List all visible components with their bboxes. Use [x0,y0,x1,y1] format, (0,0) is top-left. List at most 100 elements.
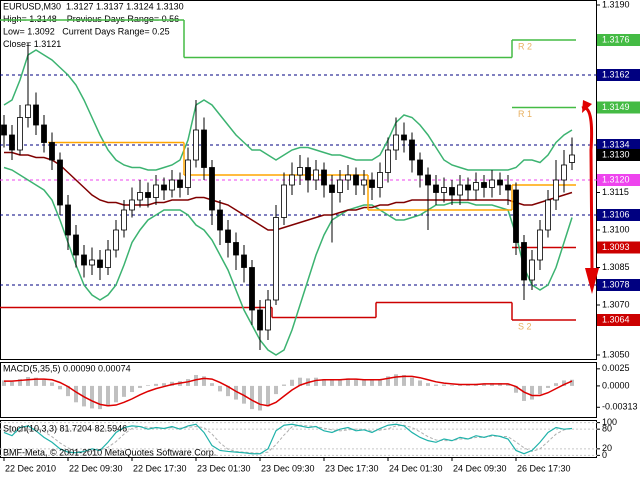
candle-body [17,117,23,151]
candle-body [473,182,479,191]
candle-body [385,149,391,173]
stoch-main [3,423,573,455]
x-tick-label: 23 Dec 09:30 [261,463,315,473]
candle-body [345,174,351,181]
candle-body [409,139,415,161]
price-marker-label: 1.3162 [602,69,630,79]
price-marker [597,174,640,186]
price-marker-label: 1.3134 [602,139,630,149]
x-tick-label: 24 Dec 09:30 [453,463,507,473]
macd-bar [402,374,406,386]
y-tick-label: 0.0000 [602,380,630,390]
price-marker-label: 1.3120 [602,174,630,184]
y-tick-label: -0.00313 [602,402,638,412]
info-text: High= 1.3148 Previous Days Range= 0.56 [3,14,179,24]
candle-body [289,174,295,186]
macd-bar [226,385,230,397]
candle-body [249,267,255,311]
candle-body [233,242,239,256]
macd-bar [50,382,54,386]
macd-bar [418,380,422,386]
macd-bar [562,380,566,386]
price-marker [597,69,640,81]
macd-bar [106,385,110,407]
info-text: EURUSD,M30 1.3127 1.3137 1.3124 1.3130 [3,1,184,11]
candle-body [217,209,223,231]
candle-body [265,299,271,331]
candle-body [553,179,559,201]
macd-bar [322,379,326,386]
macd-bar [554,383,558,386]
candle-body [105,249,111,268]
macd-bar [530,385,534,400]
macd-bar [58,385,62,390]
candle-body [561,164,567,181]
macd-bar [330,379,334,386]
candle-body [353,174,359,186]
candle-body [393,134,399,151]
macd-bar [570,379,574,386]
candle-body [185,159,191,188]
info-text: Close= 1.3121 [3,39,61,49]
macd-bar [386,376,390,386]
macd-bar [514,385,518,393]
y-tick-label: 20 [602,443,612,453]
macd-bar [114,385,118,403]
macd-bar [298,377,302,386]
macd-bar [210,383,214,386]
candle-body [113,229,119,251]
candle-body [369,179,375,188]
price-marker-label: 1.3149 [602,102,630,112]
macd-bar [410,377,414,386]
candle-body [481,182,487,188]
macd-bar [282,384,286,386]
candle-body [25,104,31,118]
candle-body [377,172,383,188]
macd-bar [90,385,94,409]
macd-bar [202,376,206,386]
macd-bar [258,385,262,411]
candle-body [121,209,127,231]
price-marker [597,34,640,46]
macd-bar [266,385,270,407]
macd-bar [434,384,438,386]
arrow-tail [582,100,592,113]
x-tick-label: 26 Dec 17:30 [517,463,571,473]
candle-body [497,179,503,186]
candle-body [465,184,471,191]
candle-body [137,192,143,201]
macd-bar [362,379,366,386]
candle-body [297,167,303,176]
candle-body [169,179,175,191]
candle-body [489,179,495,188]
candle-body [145,192,151,198]
macd-bar [338,379,342,386]
price-marker [597,149,640,161]
candle-body [545,199,551,231]
candle-body [449,187,455,196]
x-tick-label: 22 Dec 2010 [5,463,56,473]
candle-body [425,174,431,186]
candle-body [209,167,215,211]
y-tick-label: 80 [602,424,612,434]
macd-bar [450,385,454,386]
macd-bar [234,385,238,400]
candle-body [273,217,279,301]
stoch-panel [0,420,597,458]
candle-body [537,229,543,261]
macd-bar [370,380,374,386]
candle-body [1,124,7,136]
candle-body [201,129,207,168]
candle-body [97,259,103,268]
candle-body [417,159,423,176]
candle-body [33,104,39,126]
price-marker-label: 1.3064 [602,314,630,324]
macd-bar [546,385,550,388]
x-tick-label: 23 Dec 17:30 [325,463,379,473]
candle-body [401,134,407,141]
macd-bar [218,385,222,392]
macd-bar [122,385,126,397]
candle-body [257,309,263,331]
macd-bar [482,383,486,386]
